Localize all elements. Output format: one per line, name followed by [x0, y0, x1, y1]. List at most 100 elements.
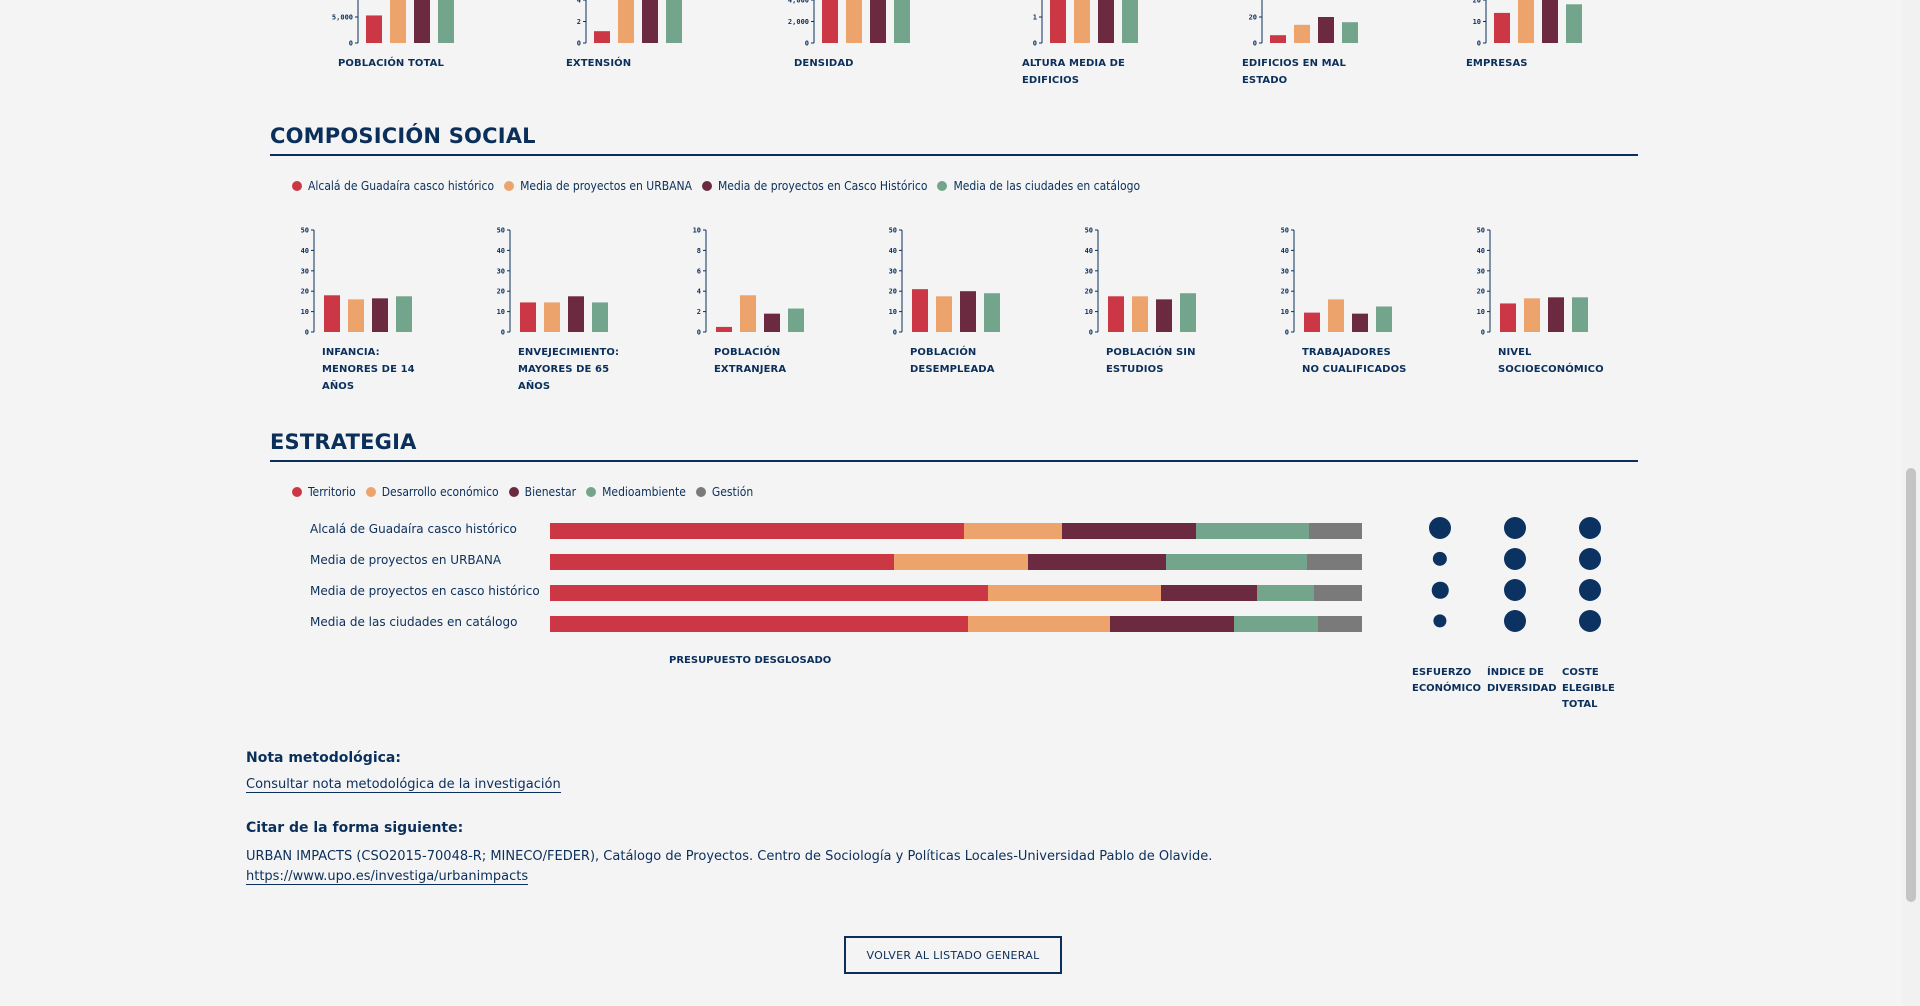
bar-series-1: [1500, 303, 1516, 332]
budget-axis-label: PRESUPUESTO DESGLOSADO: [669, 655, 832, 666]
bar-series-4: [1572, 297, 1588, 332]
chart-label: DENSIDAD: [794, 55, 854, 72]
y-tick-label: 10: [1281, 308, 1289, 316]
bar-series-2: [544, 302, 560, 332]
y-tick-label: 40: [1477, 247, 1485, 255]
chart-label-line: POBLACIÓN TOTAL: [338, 58, 444, 69]
page-scrollbar[interactable]: [1902, 0, 1920, 1006]
legend-label: Bienestar: [524, 485, 577, 499]
chart-label-line: ALTURA MEDIA DE: [1022, 58, 1125, 69]
indicator-bubble: [1429, 517, 1451, 539]
chart-label: INFANCIA: MENORES DE 14 AÑOS: [322, 344, 415, 395]
bar-segment-1: [550, 523, 965, 539]
y-tick-label: 30: [889, 267, 897, 275]
y-tick-label: 50: [301, 227, 309, 235]
legend-dot-icon: [695, 487, 706, 497]
bar-segment-1: [550, 616, 969, 632]
y-tick-label: 20: [497, 288, 505, 296]
legend-label: Media de proyectos en Casco Histórico: [717, 179, 928, 193]
y-tick-label: 6: [697, 267, 701, 275]
chart-label-line: POBLACIÓN SIN: [1106, 347, 1196, 358]
bar-series-4: [788, 308, 804, 332]
y-tick-label: 2,000: [788, 18, 809, 26]
legend-dot-icon: [292, 487, 302, 497]
bar-segment-2: [894, 554, 1029, 570]
bar-series-2: [1328, 299, 1344, 332]
bar-series-4: [1122, 0, 1138, 43]
chart-label-line: DESEMPLEADA: [910, 364, 995, 375]
chart-label-line: POBLACIÓN: [910, 347, 977, 358]
legend-item: Gestión: [695, 485, 753, 499]
top-chart-2: 4 2 0: [577, 0, 682, 48]
bar-series-2: [1074, 0, 1090, 43]
bar-series-3: [1542, 0, 1558, 43]
social-chart-3: 10 8 6 4 2 0: [693, 227, 804, 337]
bar-series-4: [438, 0, 454, 43]
legend-label: Media de proyectos en URBANA: [520, 179, 692, 193]
y-tick-label: 4: [577, 0, 581, 5]
bar-series-1: [1108, 296, 1124, 332]
method-note-title: Nota metodológica:: [246, 750, 401, 766]
y-tick-label: 0: [697, 329, 701, 337]
bar-segment-5: [1314, 585, 1362, 601]
bar-series-4: [666, 0, 682, 43]
cite-link[interactable]: https://www.upo.es/investiga/urbanimpact…: [246, 869, 529, 885]
cite-text: URBAN IMPACTS (CSO2015-70048-R; MINECO/F…: [246, 849, 1213, 864]
chart-label: EDIFICIOS EN MAL ESTADO: [1242, 55, 1346, 89]
social-chart-4: 50 40 30 20 10 0: [889, 227, 1000, 337]
bar-segment-4: [1166, 554, 1307, 570]
legend-dot-icon: [586, 487, 597, 497]
chart-label-line: EMPRESAS: [1466, 58, 1528, 69]
bar-series-4: [592, 302, 608, 332]
chart-label-line: EXTENSIÓN: [566, 58, 632, 69]
bar-series-1: [1304, 312, 1320, 332]
y-tick-label: 30: [1085, 267, 1093, 275]
legend-dot-icon: [292, 181, 302, 191]
y-tick-label: 10: [889, 308, 897, 316]
y-tick-label: 50: [1281, 227, 1289, 235]
y-tick-label: 50: [1477, 227, 1485, 235]
cite-title: Citar de la forma siguiente:: [246, 820, 464, 836]
y-tick-label: 20: [1085, 288, 1093, 296]
indicator-bubble: [1504, 610, 1526, 632]
top-chart-5: 20 0: [1249, 0, 1358, 48]
stacked-bar: [550, 616, 1362, 632]
bar-series-1: [366, 15, 382, 44]
stacked-bar: [550, 585, 1362, 601]
chart-label-line: NO CUALIFICADOS: [1302, 364, 1407, 375]
indicator-label-line: COSTE: [1562, 667, 1599, 678]
back-to-list-button[interactable]: VOLVER AL LISTADO GENERAL: [844, 936, 1062, 974]
y-tick-label: 10: [1477, 308, 1485, 316]
y-tick-label: 20: [889, 288, 897, 296]
legend-item: Medioambiente: [586, 485, 686, 499]
y-tick-label: 0: [501, 329, 505, 337]
method-note-link[interactable]: Consultar nota metodológica de la invest…: [246, 777, 561, 793]
social-chart-6: 50 40 30 20 10 0: [1281, 227, 1392, 337]
scrollbar-thumb[interactable]: [1906, 468, 1916, 902]
y-tick-label: 40: [1281, 247, 1289, 255]
chart-label-line: AÑOS: [518, 381, 551, 392]
indicator-label-line: ÍNDICE DE: [1487, 667, 1544, 678]
bar-series-3: [568, 296, 584, 332]
y-tick-label: 0: [1477, 40, 1481, 48]
y-tick-label: 20: [301, 288, 309, 296]
bar-series-3: [372, 298, 388, 332]
legend-label: Alcalá de Guadaíra casco histórico: [308, 179, 495, 193]
y-tick-label: 0: [1089, 329, 1093, 337]
chart-label-line: INFANCIA:: [322, 347, 380, 358]
y-tick-label: 0: [893, 329, 897, 337]
legend-dot-icon: [701, 181, 712, 191]
bar-series-1: [520, 302, 536, 332]
chart-label-line: ENVEJECIMIENTO:: [518, 347, 620, 358]
y-tick-label: 2: [577, 18, 581, 26]
bar-series-1: [1494, 12, 1510, 43]
y-tick-label: 50: [497, 227, 505, 235]
chart-label-line: NIVEL: [1498, 347, 1532, 358]
chart-label: EXTENSIÓN: [566, 55, 631, 72]
bar-series-2: [1132, 296, 1148, 332]
chart-label: EMPRESAS: [1466, 55, 1528, 72]
chart-label: POBLACIÓN SIN ESTUDIOS: [1106, 344, 1196, 378]
y-tick-label: 2: [697, 308, 701, 316]
chart-label-line: POBLACIÓN: [714, 347, 781, 358]
bar-series-3: [1156, 299, 1172, 332]
